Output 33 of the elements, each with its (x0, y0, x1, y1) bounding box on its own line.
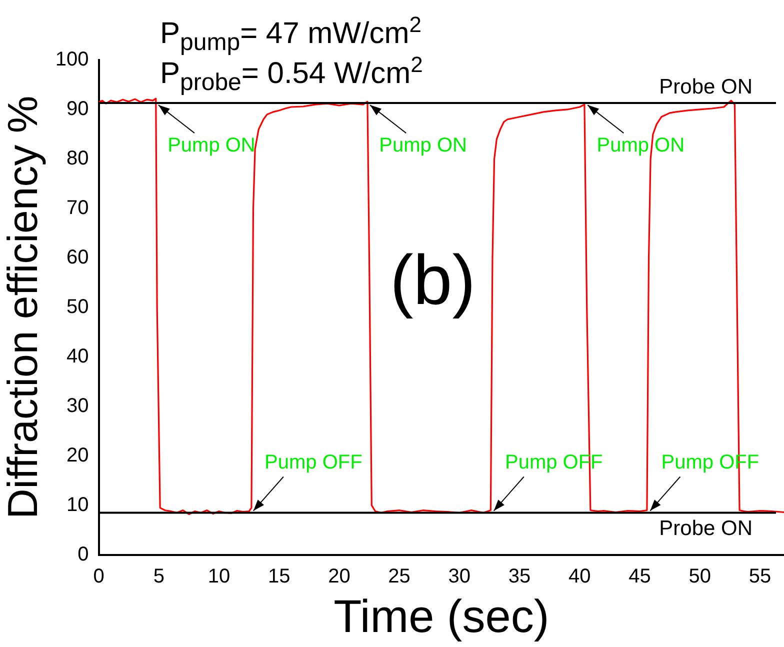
x-tick-label: 30 (448, 565, 471, 588)
y-tick-label: 40 (66, 345, 89, 368)
y-tick-label: 0 (78, 543, 89, 566)
y-axis-title: Diffraction efficiency % (0, 96, 46, 520)
y-tick-label: 70 (66, 196, 89, 219)
x-tick-label: 55 (748, 565, 772, 588)
x-tick-label: 15 (268, 565, 290, 588)
annotation: Pump OFF (264, 451, 362, 474)
y-tick-label: 100 (55, 48, 89, 71)
x-tick-label: 35 (508, 565, 531, 588)
x-tick-label: 20 (328, 565, 350, 588)
y-tick-label: 30 (66, 394, 89, 417)
x-tick-label: 50 (688, 565, 711, 588)
y-tick-label: 60 (66, 246, 89, 268)
x-tick-label: 0 (93, 565, 104, 588)
x-tick-label: 45 (628, 565, 651, 588)
x-tick-label: 40 (568, 565, 591, 588)
ref-line-label: Probe ON (659, 517, 753, 540)
x-axis-title: Time (sec) (334, 590, 550, 642)
annotation: (b) (390, 241, 476, 319)
y-tick-label: 50 (66, 296, 89, 318)
x-tick-label: 25 (388, 565, 410, 588)
y-tick-label: 10 (66, 494, 89, 516)
y-tick-label: 90 (66, 98, 89, 120)
annotation: Pump ON (379, 134, 467, 157)
x-tick-label: 5 (153, 565, 164, 588)
text: P$_{pump}$= 47 mW/cm$^{2}$ (160, 12, 422, 56)
annotation: Pump ON (596, 134, 685, 157)
ref-line-label: Probe ON (659, 75, 753, 98)
annotation: Pump ON (168, 134, 256, 157)
y-tick-label: 80 (66, 147, 89, 170)
y-tick-label: 20 (66, 444, 89, 466)
x-tick-label: 10 (208, 565, 230, 588)
